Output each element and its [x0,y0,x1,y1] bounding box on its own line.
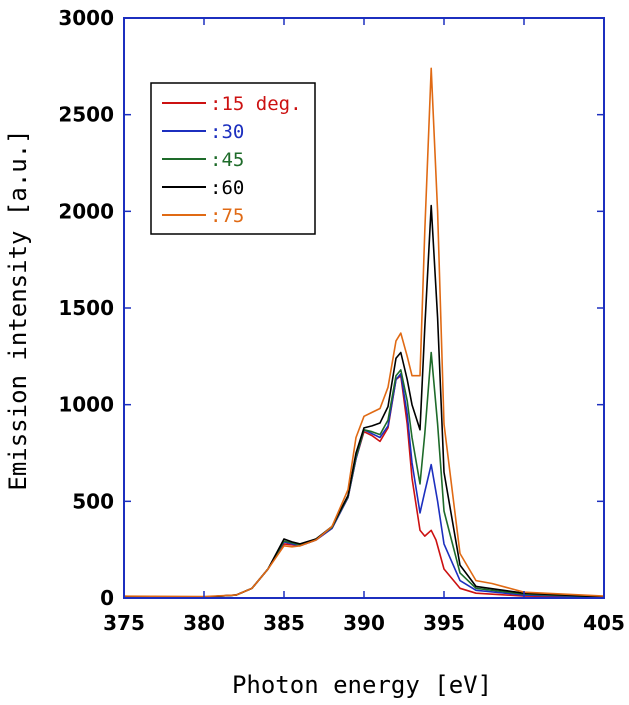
series-line-2 [124,351,605,598]
series-line-3 [124,204,605,598]
legend: :15 deg. :30 :45 :60 :75 [150,82,316,235]
y-axis-title: Emission intensity [a.u.] [4,129,32,490]
series-line-0 [124,374,605,598]
y-tick-label: 2000 [58,199,114,223]
y-tick-label: 500 [72,489,114,513]
tick-labels-layer: 375 380 385 390 395 400 405 0 500 1000 1500 2000 250… [58,6,625,635]
y-tick-label: 1500 [58,296,114,320]
legend-label-3: :60 [210,177,244,199]
y-tick-label: 1000 [58,393,114,417]
x-tick-label: 395 [423,611,465,635]
x-tick-label: 405 [583,611,625,635]
series-line-1 [124,372,605,598]
legend-label-2: :45 [210,149,244,171]
y-tick-label: 0 [100,586,114,610]
x-tick-label: 385 [263,611,305,635]
ticks-layer [123,17,605,599]
x-tick-label: 390 [343,611,385,635]
y-tick-label: 3000 [58,6,114,30]
x-tick-label: 375 [103,611,145,635]
x-tick-label: 380 [183,611,225,635]
legend-label-4: :75 [210,205,244,227]
series-layer [123,67,605,598]
x-axis-title: Photon energy [eV] [232,671,492,699]
x-tick-label: 400 [503,611,545,635]
legend-items: :15 deg. :30 :45 :60 :75 [162,93,302,227]
legend-label-1: :30 [210,121,244,143]
legend-label-0: :15 deg. [210,93,302,115]
series-line-4 [123,67,605,598]
y-tick-label: 2500 [58,103,114,127]
